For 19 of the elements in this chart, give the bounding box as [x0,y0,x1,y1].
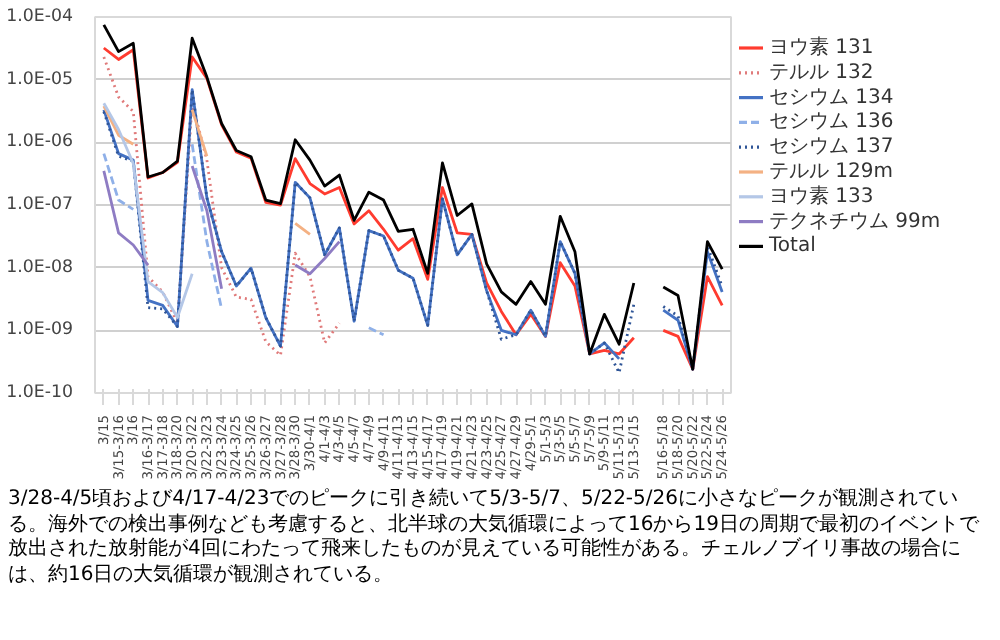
legend-label: テクネチウム 99m [769,210,941,233]
legend-label: ヨウ素 133 [769,183,874,208]
legend-label: テルル 132 [769,61,874,84]
line-series [102,101,194,319]
text: 3/28-4/5頃および4/17-4/23でのピークに引き続いて5/3-5/7、5/22-5/26に小さなピークが観測されている。海外での検出事例なども考慮すると、北半球の大気循環によって16から19日の周期で最初のイベントで放出された放射能が4回にわたって飛来したものが見えている可能性がある。チェルノブイリ事故の場合には、約16日の大気循環が観測されている。 [8,488,981,588]
y-tick-label: 1.0E-04 [6,7,74,27]
y-tick-label: 1.0E-08 [6,257,73,278]
y-tick-label: 1.0E-09 [6,320,73,341]
y-tick-label: 1.0E-06 [6,132,73,153]
legend-label: セシウム 134 [769,86,894,109]
legend-label: セシウム 137 [769,136,894,159]
y-tick-label: 1.0E-05 [6,69,73,90]
legend-label: テルル 129m [769,161,894,183]
legend-label: ヨウ素 131 [769,35,874,59]
y-tick-label: 1.0E-07 [6,195,73,215]
line-series [102,55,341,357]
legend-label: セシウム 136 [769,111,894,134]
legend-label: Total [767,235,816,258]
y-tick-label: 1.0E-10 [6,383,73,403]
